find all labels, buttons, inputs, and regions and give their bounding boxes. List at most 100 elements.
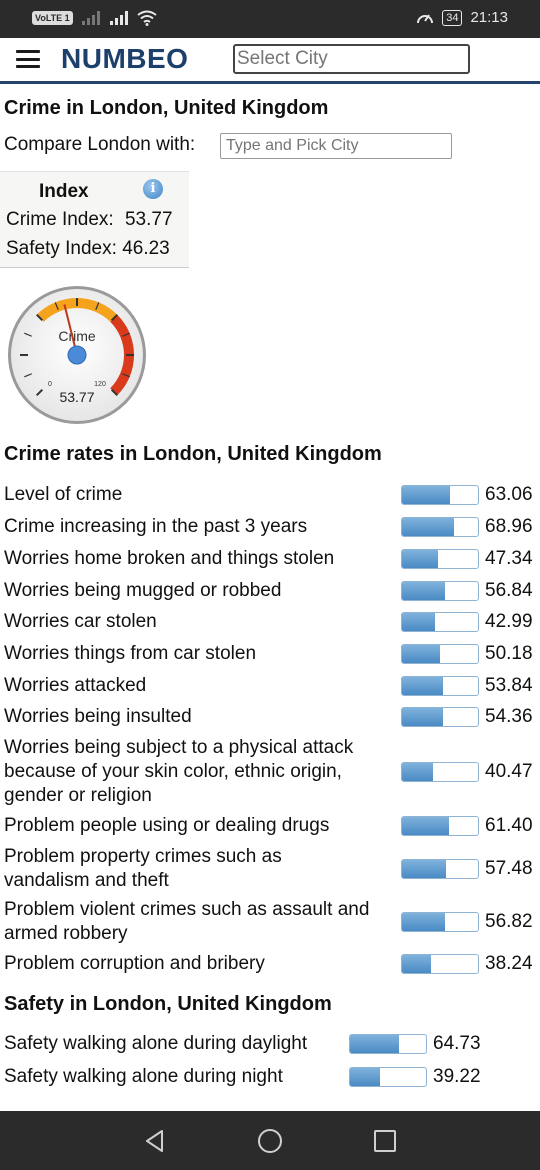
crime-rate-bar-fill — [402, 860, 446, 878]
gauge-tick — [122, 373, 130, 378]
safety-index-value: 46.23 — [122, 238, 170, 259]
crime-rate-label: Problem corruption and bribery — [4, 953, 265, 974]
safety-value: 64.73 — [433, 1033, 481, 1054]
gauge-value-text: 53.77 — [59, 389, 94, 405]
battery-icon: 34 — [442, 9, 463, 26]
crime-rate-bar — [401, 612, 479, 632]
gauge-band — [110, 314, 134, 396]
home-circle-icon[interactable] — [257, 1128, 283, 1154]
safety-bar-fill — [350, 1068, 380, 1086]
crime-rate-value: 56.84 — [485, 580, 533, 601]
crime-rate-bar-fill — [402, 550, 438, 568]
safety-label: Safety walking alone during daylight — [4, 1033, 308, 1054]
crime-rate-bar — [401, 485, 479, 505]
crime-rate-label: Level of crime — [4, 484, 123, 505]
gauge-max-label: 120 — [94, 381, 106, 388]
crime-rate-value: 56.82 — [485, 911, 533, 932]
crime-rate-bar — [401, 644, 479, 664]
speedometer-icon — [417, 13, 434, 23]
gauge-hub — [67, 345, 87, 365]
crime-rate-value: 50.18 — [485, 643, 533, 664]
recents-square-icon[interactable] — [372, 1128, 398, 1154]
safety-index-row: Safety Index: 46.23 — [6, 238, 170, 260]
crime-rate-label: Problem property crimes such as vandalis… — [4, 846, 282, 891]
crime-rate-bar-fill — [402, 955, 432, 973]
safety-index-label: Safety Index: — [6, 238, 117, 259]
gauge-tick — [122, 332, 130, 337]
crime-rate-value: 61.40 — [485, 815, 533, 836]
compare-city-input[interactable] — [220, 133, 452, 159]
navigation-bar — [0, 1111, 540, 1170]
crime-index-label: Crime Index: — [6, 209, 114, 230]
numbeo-logo[interactable]: NUMBEO — [61, 43, 189, 74]
crime-rate-value: 63.06 — [485, 484, 533, 505]
crime-rate-label: Worries home broken and things stolen — [4, 548, 335, 569]
crime-rate-bar-fill — [402, 518, 455, 536]
crime-rate-label: Worries things from car stolen — [4, 643, 257, 664]
crime-rate-bar-fill — [402, 582, 446, 600]
gauge-tick — [110, 388, 119, 397]
crime-rate-label: Worries being mugged or robbed — [4, 580, 282, 601]
crime-rate-bar — [401, 762, 479, 782]
crime-rate-value: 40.47 — [485, 761, 533, 782]
safety-title: Safety in London, United Kingdom — [4, 993, 332, 1015]
safety-value: 39.22 — [433, 1066, 481, 1087]
index-box: Index i Crime Index: 53.77 Safety Index:… — [0, 171, 189, 268]
crime-rate-bar — [401, 859, 479, 879]
gauge-tick — [54, 302, 59, 310]
compare-label: Compare London with: — [4, 134, 196, 155]
crime-rate-value: 47.34 — [485, 548, 533, 569]
crime-rate-value: 57.48 — [485, 858, 533, 879]
crime-rate-label: Worries being subject to a physical atta… — [4, 737, 354, 806]
select-city-input[interactable] — [233, 44, 470, 74]
crime-rate-bar — [401, 816, 479, 836]
crime-rate-bar-fill — [402, 677, 443, 695]
hamburger-icon[interactable] — [16, 50, 40, 68]
crime-rate-bar-fill — [402, 486, 450, 504]
safety-label: Safety walking alone during night — [4, 1066, 283, 1087]
gauge-tick — [24, 373, 32, 378]
crime-index-value: 53.77 — [124, 209, 173, 230]
gauge-tick — [35, 388, 44, 397]
gauge-tick — [110, 313, 119, 322]
back-triangle-icon[interactable] — [142, 1128, 168, 1154]
status-left: VoLTE 1 — [32, 10, 157, 26]
crime-rate-label: Worries car stolen — [4, 611, 157, 632]
crime-rate-bar — [401, 581, 479, 601]
crime-rate-value: 53.84 — [485, 675, 533, 696]
crime-rate-bar — [401, 549, 479, 569]
crime-rate-bar — [401, 912, 479, 932]
gauge-min-label: 0 — [48, 381, 52, 388]
crime-rate-label: Problem violent crimes such as assault a… — [4, 899, 370, 944]
crime-rate-value: 42.99 — [485, 611, 533, 632]
crime-rate-bar — [401, 707, 479, 727]
crime-rate-value: 38.24 — [485, 953, 533, 974]
index-heading: Index — [39, 181, 89, 202]
crime-rate-label: Crime increasing in the past 3 years — [4, 516, 308, 537]
crime-rate-bar-fill — [402, 708, 444, 726]
safety-bar — [349, 1067, 427, 1087]
status-bar: VoLTE 1 34 21:13 — [0, 0, 540, 38]
clock: 21:13 — [470, 9, 508, 26]
crime-rate-bar-fill — [402, 913, 446, 931]
crime-rate-label: Worries being insulted — [4, 706, 192, 727]
crime-rate-bar — [401, 954, 479, 974]
crime-rate-label: Problem people using or dealing drugs — [4, 815, 330, 836]
safety-bar-fill — [350, 1035, 400, 1053]
crime-index-row: Crime Index: 53.77 — [6, 209, 173, 231]
crime-rate-value: 54.36 — [485, 706, 533, 727]
status-right: 34 21:13 — [416, 9, 508, 26]
gauge-tick — [24, 332, 32, 337]
signal-icon — [81, 11, 100, 25]
volte-badge: VoLTE 1 — [32, 11, 73, 25]
crime-rate-bar-fill — [402, 645, 441, 663]
page-title: Crime in London, United Kingdom — [4, 97, 329, 119]
crime-rate-bar — [401, 517, 479, 537]
crime-rate-bar-fill — [402, 817, 449, 835]
crime-gauge: Crime 0 120 53.77 — [8, 286, 146, 424]
info-icon[interactable]: i — [143, 179, 163, 199]
crime-rate-label: Worries attacked — [4, 675, 147, 696]
crime-rates-title: Crime rates in London, United Kingdom — [4, 443, 382, 465]
crime-rate-bar — [401, 676, 479, 696]
gauge-band — [36, 298, 118, 322]
